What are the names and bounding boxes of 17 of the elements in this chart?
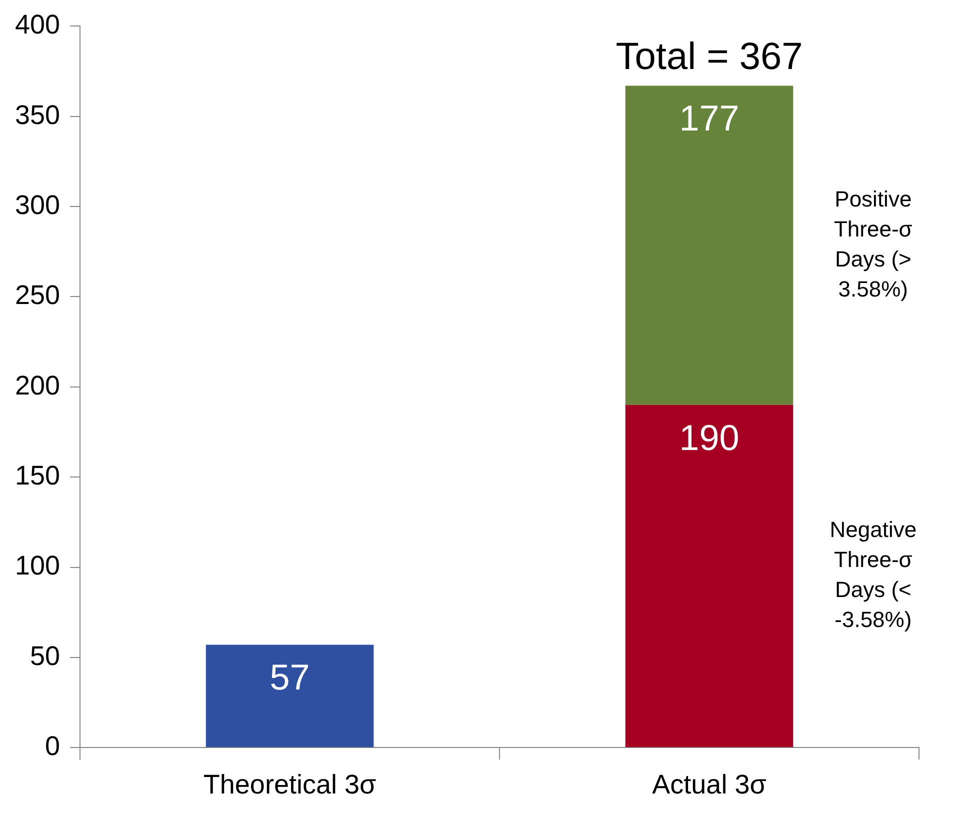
data-label: 190 bbox=[679, 416, 740, 458]
total-label: Total = 367 bbox=[616, 36, 803, 78]
y-tick-label: 0 bbox=[45, 731, 60, 762]
x-tick-label: Actual 3σ bbox=[652, 769, 767, 800]
series-label: Positive Three-σ Days (> 3.58%) bbox=[834, 186, 913, 302]
y-tick-label: 50 bbox=[30, 640, 60, 671]
series-label: Negative Three-σ Days (< -3.58%) bbox=[830, 517, 917, 632]
y-tick-label: 400 bbox=[14, 10, 60, 40]
y-tick-label: 100 bbox=[14, 550, 60, 581]
y-tick-label: 150 bbox=[14, 460, 60, 491]
y-tick-label: 250 bbox=[14, 280, 60, 310]
y-tick-label: 200 bbox=[14, 370, 60, 400]
y-tick-label: 350 bbox=[14, 100, 60, 130]
data-label: 177 bbox=[679, 98, 740, 139]
data-label: 57 bbox=[270, 656, 310, 698]
y-tick-label: 300 bbox=[14, 190, 60, 220]
x-tick-label: Theoretical 3σ bbox=[203, 769, 376, 800]
